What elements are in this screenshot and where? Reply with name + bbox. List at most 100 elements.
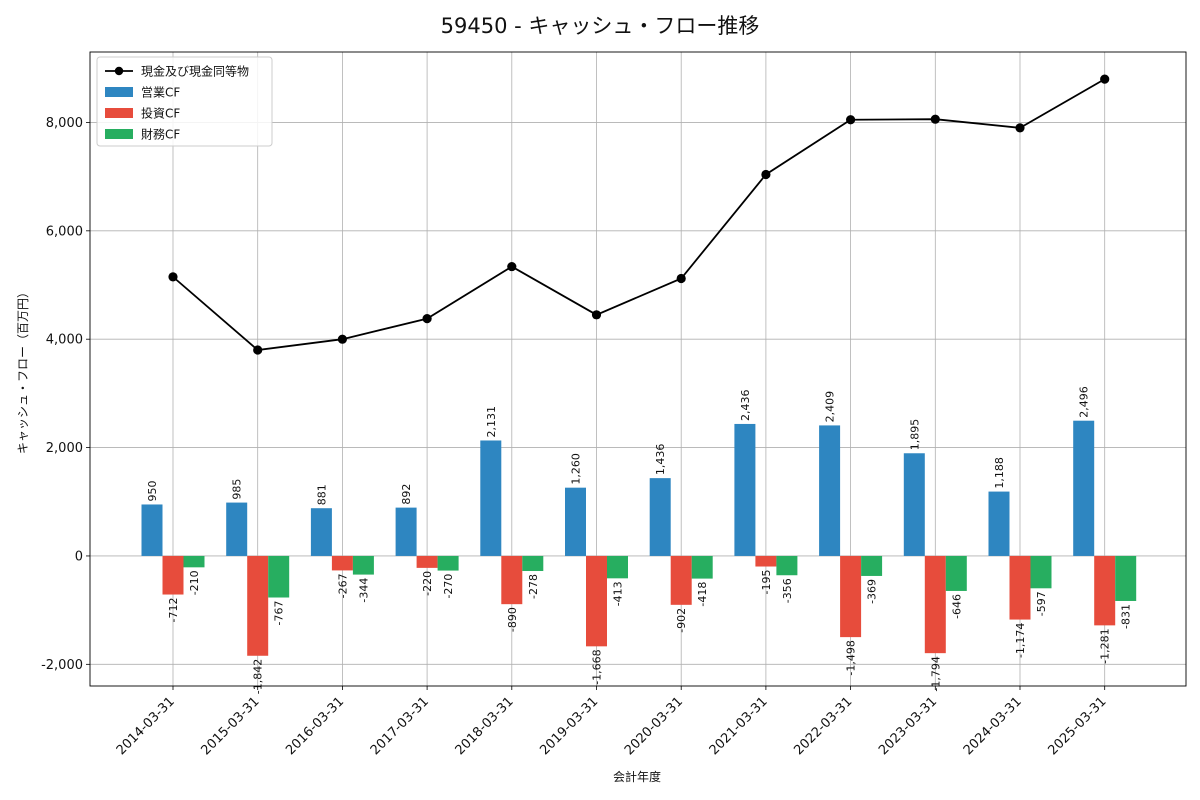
x-tick-label: 2015-03-31: [198, 694, 262, 758]
x-axis-label: 会計年度: [613, 769, 661, 784]
legend-entry: 投資CF: [141, 106, 180, 121]
bar-data-label: -270: [442, 574, 455, 599]
bar-財務CF: [1115, 555, 1137, 601]
bar-data-label: -1,498: [845, 640, 858, 675]
y-tick-label: 8,000: [46, 116, 83, 131]
cash-point: [507, 261, 517, 272]
cash-point: [1100, 74, 1110, 84]
cash-point: [1015, 123, 1025, 133]
bar-営業CF: [480, 440, 502, 556]
cash-point: [846, 115, 856, 125]
bar-data-label: -831: [1120, 604, 1133, 629]
bar-投資CF: [755, 555, 777, 567]
cash-point: [422, 314, 432, 324]
bar-営業CF: [226, 502, 248, 556]
bar-投資CF: [1094, 555, 1116, 626]
bar-data-label: -267: [336, 573, 349, 598]
legend-swatch: [105, 108, 133, 118]
bar-data-label: 2,436: [739, 389, 752, 421]
bar-data-label: -210: [188, 570, 201, 595]
bar-data-label: -712: [167, 598, 180, 623]
legend-entry: 現金及び現金同等物: [141, 64, 249, 79]
bars-layer: [141, 420, 1137, 656]
bar-営業CF: [903, 453, 925, 556]
legend-swatch: [105, 87, 133, 97]
bar-財務CF: [437, 555, 459, 571]
x-tick-label: 2020-03-31: [622, 694, 686, 758]
bar-財務CF: [691, 555, 713, 579]
bar-営業CF: [649, 478, 671, 556]
bar-data-label: -767: [273, 601, 286, 626]
bar-営業CF: [141, 504, 163, 556]
bar-投資CF: [416, 555, 438, 568]
bar-data-label: -418: [696, 582, 709, 607]
line-layer: [168, 74, 1110, 355]
legend-entry: 営業CF: [141, 86, 180, 100]
bar-営業CF: [819, 425, 841, 556]
cash-line: [172, 78, 1106, 351]
y-tick-label: 0: [75, 549, 83, 564]
y-tick-label: 2,000: [46, 441, 83, 456]
bar-data-label: 881: [315, 484, 328, 505]
bar-財務CF: [352, 555, 374, 575]
bar-data-label: -220: [421, 571, 434, 596]
bar-data-label: -1,281: [1099, 628, 1112, 663]
x-tick-label: 2024-03-31: [961, 694, 1025, 758]
legend-entry: 財務CF: [141, 127, 180, 142]
bar-投資CF: [586, 555, 607, 647]
x-tick-label: 2016-03-31: [283, 694, 347, 758]
bar-data-label: 950: [146, 480, 159, 501]
bar-営業CF: [395, 507, 417, 556]
cash-point: [253, 345, 263, 355]
legend-marker: [114, 66, 124, 76]
y-axis-label: キャッシュ・フロー（百万円）: [16, 286, 30, 454]
x-tick-label: 2022-03-31: [791, 694, 855, 758]
bar-投資CF: [670, 555, 692, 605]
bar-data-label: -1,794: [929, 656, 942, 691]
bar-data-label: 1,436: [654, 444, 667, 476]
bar-営業CF: [310, 508, 332, 556]
bar-営業CF: [1073, 420, 1095, 556]
bar-data-label: -356: [781, 578, 794, 603]
legend-swatch: [105, 129, 133, 139]
bar-data-label: -902: [675, 608, 688, 633]
x-tick-label: 2019-03-31: [537, 694, 601, 758]
x-tick-label: 2018-03-31: [453, 694, 517, 758]
bar-財務CF: [183, 555, 205, 568]
bar-営業CF: [988, 491, 1010, 556]
x-tick-label: 2025-03-31: [1045, 694, 1109, 758]
bar-data-label: -413: [612, 581, 625, 606]
cash-point: [337, 334, 347, 344]
legend-box: [96, 56, 273, 147]
bar-data-label: -195: [760, 570, 773, 595]
x-tick-label: 2023-03-31: [876, 694, 940, 758]
bar-投資CF: [1009, 555, 1031, 620]
bar-data-label: 2,409: [824, 391, 837, 423]
bar-data-label: 1,188: [993, 457, 1006, 489]
bar-財務CF: [522, 555, 544, 572]
bar-data-label: -344: [357, 578, 370, 603]
cash-point: [676, 273, 686, 284]
bar-投資CF: [162, 555, 184, 595]
bar-data-label: 2,131: [485, 406, 498, 438]
plot-frame: [89, 51, 1187, 687]
bar-営業CF: [734, 423, 756, 556]
cash-point: [930, 114, 940, 124]
cash-point: [591, 310, 602, 320]
chart-title: 59450 - キャッシュ・フロー推移: [441, 14, 760, 38]
y-tick-label: 6,000: [46, 224, 83, 239]
bar-財務CF: [945, 555, 967, 591]
bar-財務CF: [776, 555, 798, 576]
x-tick-label: 2017-03-31: [368, 694, 432, 758]
bar-data-label: 2,496: [1078, 386, 1091, 418]
bar-data-label: 1,895: [908, 419, 921, 451]
x-tick-label: 2014-03-31: [114, 694, 178, 758]
bar-財務CF: [268, 555, 290, 598]
bar-data-label: -1,174: [1014, 623, 1027, 658]
bar-投資CF: [924, 555, 946, 654]
bar-data-label: -646: [950, 594, 963, 619]
x-tick-label: 2021-03-31: [707, 694, 771, 758]
bar-投資CF: [331, 555, 353, 571]
